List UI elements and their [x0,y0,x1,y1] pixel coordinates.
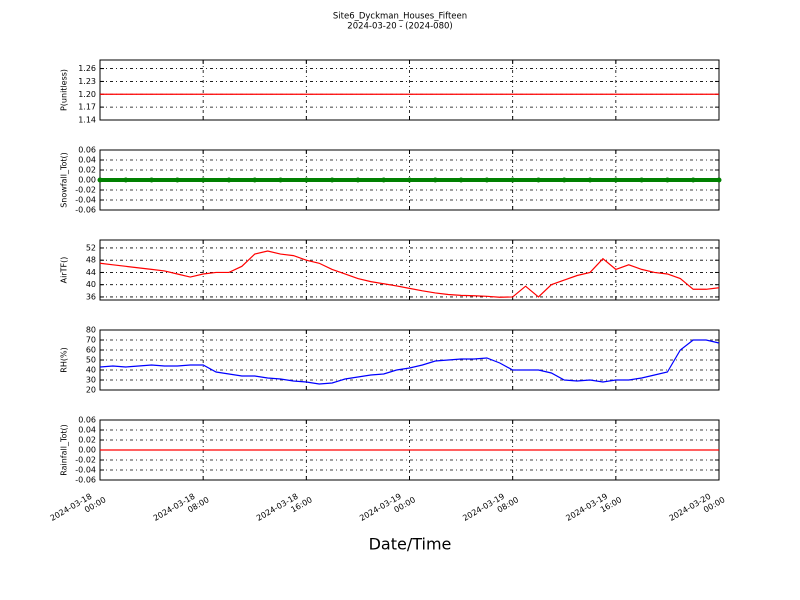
y-tick-label: 1.17 [78,103,96,112]
data-point [381,177,387,183]
y-tick-label: 0.04 [78,426,96,435]
y-tick-label: 40 [86,280,96,289]
data-point [407,177,412,183]
data-line [99,339,720,385]
y-tick-label: 0.00 [78,446,96,455]
x-tick-label: 2024-03-19 08:00 [461,486,520,531]
y-tick-label: -0.06 [75,476,96,485]
data-point [664,177,670,183]
panel: -0.06-0.04-0.020.000.020.040.06 2024-03-1… [48,416,726,531]
data-point [200,177,206,183]
data-point [535,177,541,183]
y-tick-label: 36 [86,292,96,301]
x-tick-label: 2024-03-19 00:00 [358,486,417,531]
y-tick-label: 0.00 [78,176,96,185]
panel: 36 40 44 48 52 AirTF() [60,239,720,301]
y-tick-label: 50 [86,356,96,365]
y-tick-label: 30 [86,376,96,385]
y-axis-label: Snowfall_Tot() [60,152,69,208]
chart-subtitle: 2024-03-20 - (2024-080) [347,22,452,32]
y-tick-label: -0.02 [75,186,96,195]
y-tick-label: 0.04 [78,156,96,165]
data-point [278,177,284,183]
y-tick-label: 44 [86,268,96,277]
data-point [458,177,464,183]
x-tick-label: 2024-03-19 16:00 [564,486,623,531]
y-tick-label: 0.02 [78,166,96,175]
y-tick-label: 1.26 [78,64,96,73]
data-point [510,177,516,183]
data-point [226,177,232,183]
y-tick-label: 70 [86,336,96,345]
data-line [99,250,720,298]
data-point [716,177,722,183]
y-tick-label: 20 [86,386,96,395]
data-point [355,177,361,183]
y-axis-label: P(unitless) [60,69,69,111]
y-tick-label: -0.04 [75,466,96,475]
y-tick-label: -0.04 [75,196,96,205]
data-point [432,177,438,183]
plot-frame [99,239,720,301]
data-point [329,177,335,183]
chart-title: Site6_Dyckman_Houses_Fifteen [333,12,467,22]
y-tick-label: 0.06 [78,146,96,155]
data-point [561,177,567,183]
panel: 1.14 1.17 1.20 1.23 1.26 P(unitless) [60,59,720,125]
data-point [252,177,258,183]
y-tick-label: 0.02 [78,436,96,445]
x-tick-label: 2024-03-18 16:00 [255,486,314,531]
y-tick-label: 60 [86,346,96,355]
y-tick-label: -0.02 [75,456,96,465]
x-tick-label: 2024-03-20 00:00 [667,486,726,531]
y-tick-label: 40 [86,366,96,375]
plot-frame [99,59,720,121]
data-point [174,177,180,183]
y-tick-label: 48 [86,256,96,265]
panel: -0.06-0.04-0.020.000.020.040.06 Snowfall_… [60,146,722,215]
data-point [484,177,490,183]
data-point [613,177,619,183]
data-point [303,177,309,183]
x-tick-label: 2024-03-18 08:00 [152,486,211,531]
y-tick-label: 1.20 [78,90,96,99]
y-tick-label: 0.06 [78,416,96,425]
y-tick-label: 52 [86,243,96,252]
y-tick-label: 80 [86,326,96,335]
data-point [690,177,696,183]
y-axis-label: AirTF() [60,257,69,284]
data-point [123,177,129,183]
plot-frame [99,329,720,391]
x-axis-label: Date/Time [369,535,452,554]
y-tick-label: -0.06 [75,206,96,215]
data-point [97,177,103,183]
data-point [639,177,645,183]
y-axis-label: Rainfall_Tot() [60,424,69,476]
y-tick-label: 1.14 [78,116,96,125]
data-point [587,177,593,183]
x-tick-label: 2024-03-18 00:00 [48,486,107,531]
data-point [149,177,155,183]
y-tick-label: 1.23 [78,77,96,86]
y-axis-label: RH(%) [60,347,69,372]
